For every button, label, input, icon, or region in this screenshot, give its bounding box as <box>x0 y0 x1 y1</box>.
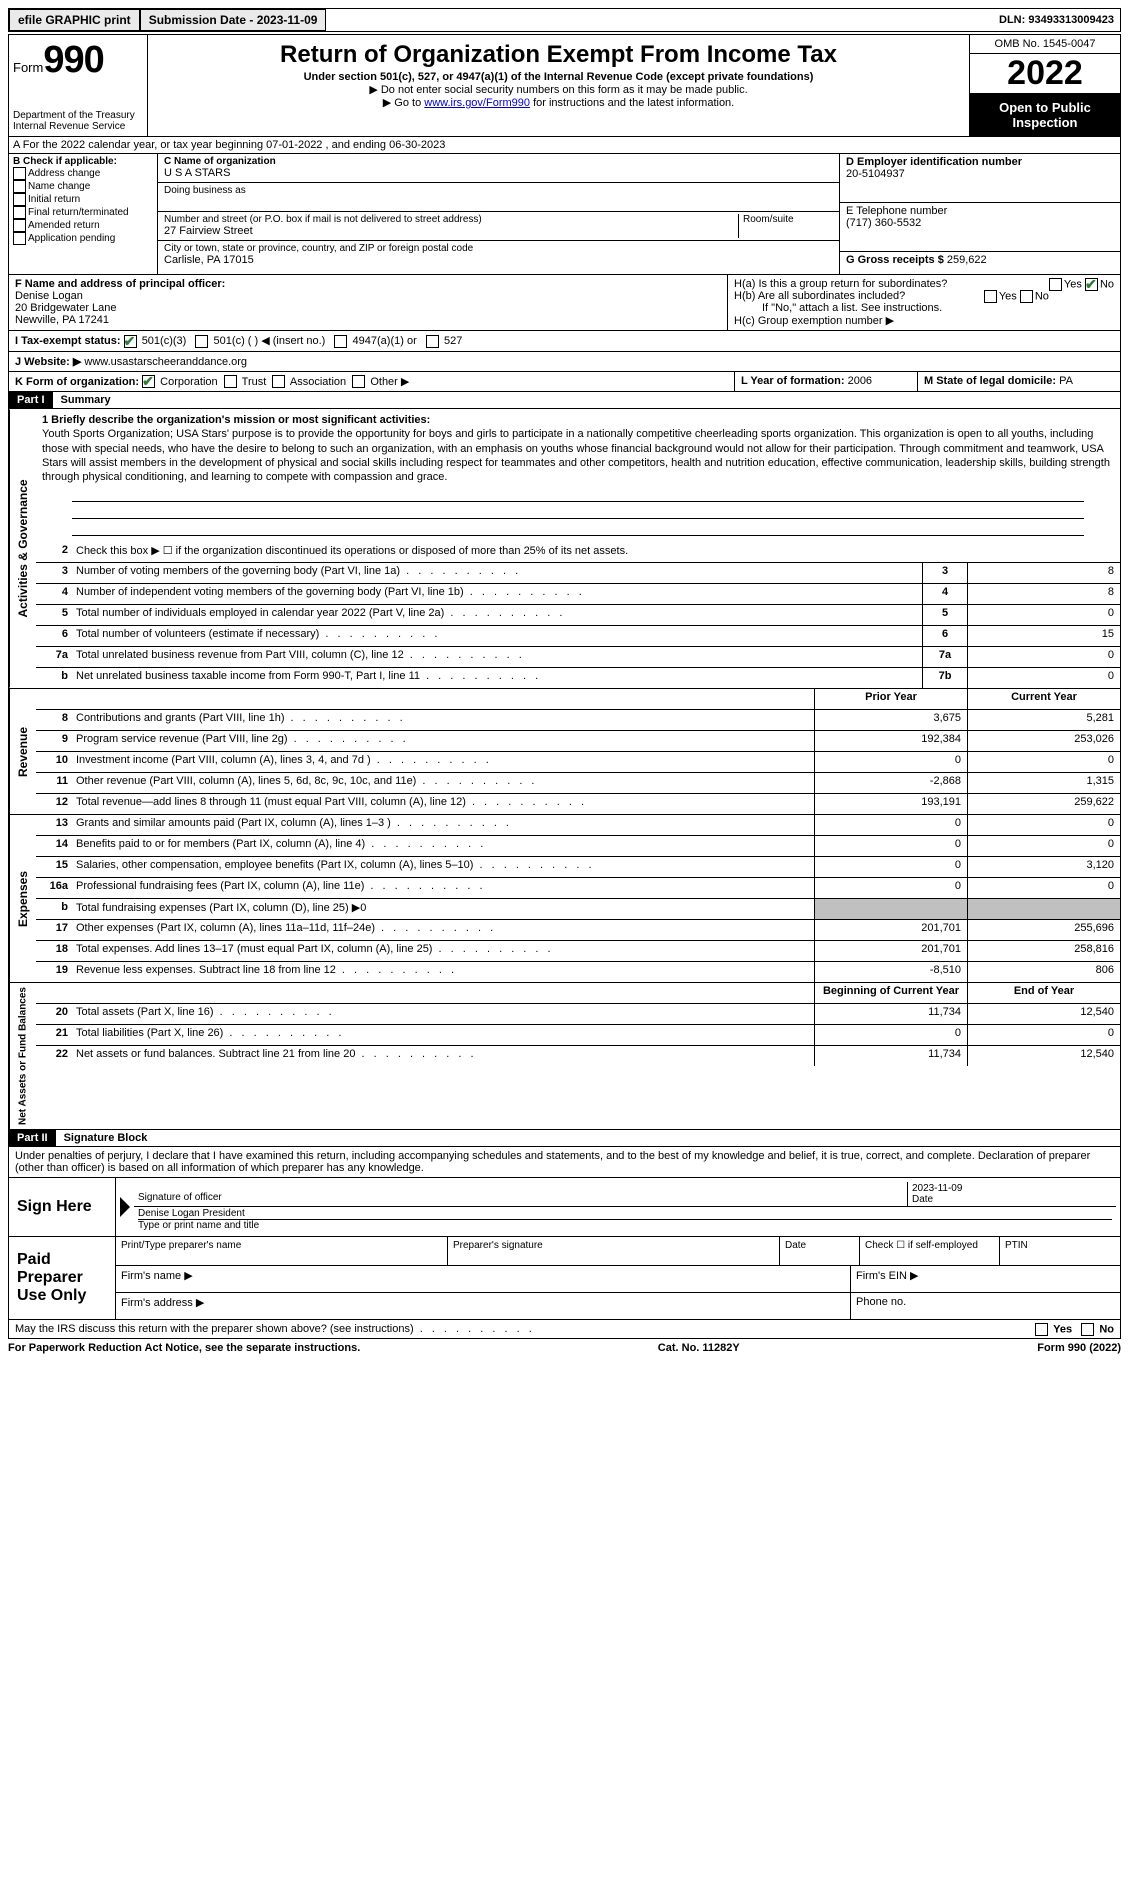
line-b: bNet unrelated business taxable income f… <box>36 668 1120 688</box>
omb-number: OMB No. 1545-0047 <box>970 35 1120 54</box>
line-4: 4Number of independent voting members of… <box>36 584 1120 605</box>
line-b: bTotal fundraising expenses (Part IX, co… <box>36 899 1120 920</box>
ha-yes-checkbox[interactable] <box>1049 278 1062 291</box>
sign-arrow-icon <box>120 1197 130 1217</box>
other-checkbox[interactable] <box>352 375 365 388</box>
mission-text: Youth Sports Organization; USA Stars' pu… <box>42 428 1110 483</box>
dln: DLN: 93493313009423 <box>999 14 1120 26</box>
final-return-checkbox[interactable] <box>13 206 26 219</box>
line-14: 14Benefits paid to or for members (Part … <box>36 836 1120 857</box>
name-change-checkbox[interactable] <box>13 180 26 193</box>
paid-preparer-label: Paid Preparer Use Only <box>9 1237 116 1319</box>
hb-yes-checkbox[interactable] <box>984 290 997 303</box>
box-deg: D Employer identification number 20-5104… <box>839 154 1120 274</box>
form-subtitle: Under section 501(c), 527, or 4947(a)(1)… <box>152 71 965 83</box>
part2-header: Part II Signature Block <box>8 1130 1121 1147</box>
top-bar: efile GRAPHIC print Submission Date - 20… <box>8 8 1121 32</box>
line-8: 8Contributions and grants (Part VIII, li… <box>36 710 1120 731</box>
4947-checkbox[interactable] <box>334 335 347 348</box>
tax-status-row: I Tax-exempt status: 501(c)(3) 501(c) ( … <box>8 331 1121 352</box>
line-17: 17Other expenses (Part IX, column (A), l… <box>36 920 1120 941</box>
sign-here-section: Sign Here Signature of officer 2023-11-0… <box>8 1178 1121 1237</box>
line-20: 20Total assets (Part X, line 16)11,73412… <box>36 1004 1120 1025</box>
officer-name: Denise Logan President <box>138 1208 1112 1219</box>
line-9: 9Program service revenue (Part VIII, lin… <box>36 731 1120 752</box>
netassets-label: Net Assets or Fund Balances <box>9 983 36 1129</box>
page-footer: For Paperwork Reduction Act Notice, see … <box>8 1339 1121 1357</box>
discuss-yes-checkbox[interactable] <box>1035 1323 1048 1336</box>
line-22: 22Net assets or fund balances. Subtract … <box>36 1046 1120 1066</box>
revenue-section: Revenue Prior Year Current Year 8Contrib… <box>8 689 1121 815</box>
line-5: 5Total number of individuals employed in… <box>36 605 1120 626</box>
corporation-checkbox[interactable] <box>142 375 155 388</box>
line-13: 13Grants and similar amounts paid (Part … <box>36 815 1120 836</box>
org-info-block: B Check if applicable: Address change Na… <box>8 154 1121 275</box>
officer-group-row: F Name and address of principal officer:… <box>8 275 1121 331</box>
line-2: 2Check this box ▶ ☐ if the organization … <box>36 542 1120 563</box>
501c3-checkbox[interactable] <box>124 335 137 348</box>
amended-return-checkbox[interactable] <box>13 219 26 232</box>
website: www.usastarscheeranddance.org <box>84 356 247 368</box>
ein: 20-5104937 <box>846 168 1114 180</box>
501c-checkbox[interactable] <box>195 335 208 348</box>
form-header: Form990 Department of the Treasury Inter… <box>8 34 1121 137</box>
website-row: J Website: ▶ www.usastarscheeranddance.o… <box>8 352 1121 372</box>
ha-no-checkbox[interactable] <box>1085 278 1098 291</box>
part1-header: Part I Summary <box>8 392 1121 409</box>
irs-link[interactable]: www.irs.gov/Form990 <box>424 97 530 109</box>
line-12: 12Total revenue—add lines 8 through 11 (… <box>36 794 1120 814</box>
netassets-section: Net Assets or Fund Balances Beginning of… <box>8 983 1121 1130</box>
box-h: H(a) Is this a group return for subordin… <box>728 275 1120 330</box>
form-number: Form990 <box>13 39 143 82</box>
line-21: 21Total liabilities (Part X, line 26)00 <box>36 1025 1120 1046</box>
section-a-year: A For the 2022 calendar year, or tax yea… <box>8 137 1121 154</box>
form-org-row: K Form of organization: Corporation Trus… <box>8 372 1121 393</box>
paid-preparer-section: Paid Preparer Use Only Print/Type prepar… <box>8 1237 1121 1320</box>
goto-note: ▶ Go to www.irs.gov/Form990 for instruct… <box>152 96 965 109</box>
gross-receipts: 259,622 <box>947 254 987 266</box>
line-10: 10Investment income (Part VIII, column (… <box>36 752 1120 773</box>
527-checkbox[interactable] <box>426 335 439 348</box>
org-city: Carlisle, PA 17015 <box>164 254 833 266</box>
submission-date: Submission Date - 2023-11-09 <box>140 9 327 31</box>
expenses-section: Expenses 13Grants and similar amounts pa… <box>8 815 1121 983</box>
revenue-label: Revenue <box>9 689 36 814</box>
tax-year: 2022 <box>970 54 1120 94</box>
box-c: C Name of organization U S A STARS Doing… <box>158 154 839 274</box>
application-pending-checkbox[interactable] <box>13 232 26 245</box>
line-15: 15Salaries, other compensation, employee… <box>36 857 1120 878</box>
address-change-checkbox[interactable] <box>13 167 26 180</box>
association-checkbox[interactable] <box>272 375 285 388</box>
line-3: 3Number of voting members of the governi… <box>36 563 1120 584</box>
line-6: 6Total number of volunteers (estimate if… <box>36 626 1120 647</box>
line-7a: 7aTotal unrelated business revenue from … <box>36 647 1120 668</box>
box-b: B Check if applicable: Address change Na… <box>9 154 158 274</box>
open-inspection: Open to Public Inspection <box>970 94 1120 136</box>
discuss-row: May the IRS discuss this return with the… <box>8 1320 1121 1339</box>
expenses-label: Expenses <box>9 815 36 982</box>
initial-return-checkbox[interactable] <box>13 193 26 206</box>
activities-label: Activities & Governance <box>9 409 36 687</box>
ssn-note: ▶ Do not enter social security numbers o… <box>152 83 965 96</box>
box-f: F Name and address of principal officer:… <box>9 275 728 330</box>
sign-here-label: Sign Here <box>9 1178 116 1236</box>
mission-block: 1 Briefly describe the organization's mi… <box>36 409 1120 541</box>
hb-no-checkbox[interactable] <box>1020 290 1033 303</box>
line-19: 19Revenue less expenses. Subtract line 1… <box>36 962 1120 982</box>
form-title: Return of Organization Exempt From Incom… <box>152 41 965 69</box>
activities-section: Activities & Governance 1 Briefly descri… <box>8 409 1121 688</box>
trust-checkbox[interactable] <box>224 375 237 388</box>
efile-print-button[interactable]: efile GRAPHIC print <box>9 9 140 31</box>
telephone: (717) 360-5532 <box>846 217 1114 229</box>
org-address: 27 Fairview Street <box>164 225 738 237</box>
line-18: 18Total expenses. Add lines 13–17 (must … <box>36 941 1120 962</box>
line-11: 11Other revenue (Part VIII, column (A), … <box>36 773 1120 794</box>
line-16a: 16aProfessional fundraising fees (Part I… <box>36 878 1120 899</box>
penalty-text: Under penalties of perjury, I declare th… <box>8 1147 1121 1178</box>
org-name: U S A STARS <box>164 167 833 179</box>
discuss-no-checkbox[interactable] <box>1081 1323 1094 1336</box>
dept-treasury: Department of the Treasury Internal Reve… <box>13 110 143 132</box>
